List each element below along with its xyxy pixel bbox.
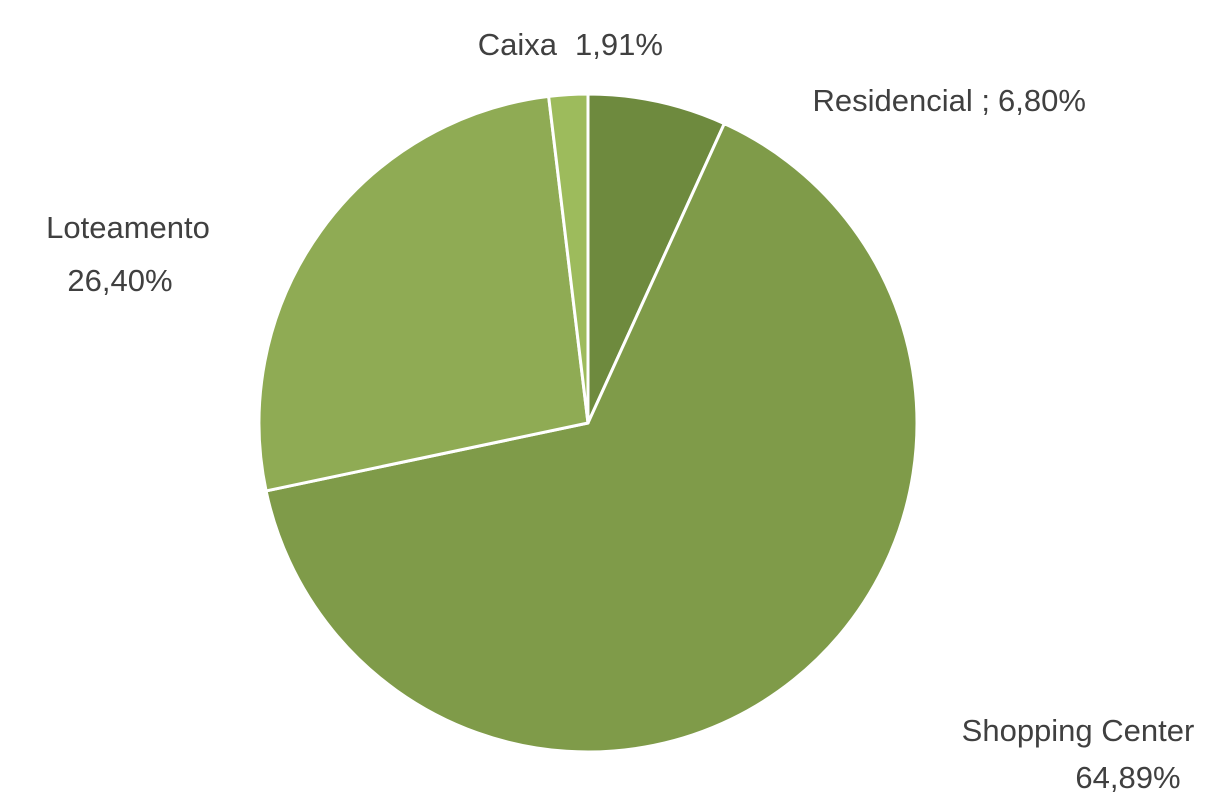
slice-label-value: 26,40% bbox=[67, 263, 172, 298]
slice-label-name: Shopping Center bbox=[962, 713, 1195, 748]
slice-label-value: 6,80% bbox=[998, 83, 1086, 118]
pie-slice bbox=[586, 92, 726, 425]
slice-label-name: Residencial ; bbox=[813, 83, 990, 118]
slice-label-value: 64,89% bbox=[1075, 760, 1180, 795]
pie-slice bbox=[264, 122, 919, 754]
pie-slice bbox=[257, 94, 590, 493]
slice-label-name: Caixa bbox=[478, 27, 558, 62]
slice-label-name: Loteamento bbox=[46, 210, 210, 245]
pie-slice bbox=[547, 92, 590, 425]
slice-label-value: 1,91% bbox=[575, 27, 663, 62]
